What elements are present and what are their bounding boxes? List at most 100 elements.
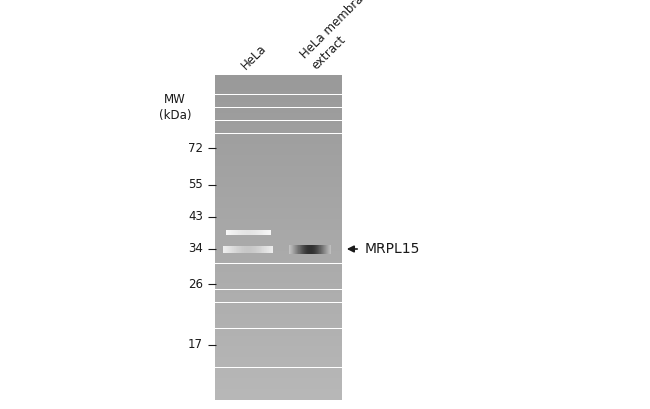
Bar (215, 323, 342, 324)
Bar (215, 226, 342, 227)
Bar (215, 97, 342, 98)
Bar (215, 125, 342, 126)
Bar (215, 269, 342, 270)
Bar (215, 278, 342, 279)
Bar (215, 325, 342, 326)
Bar (215, 209, 342, 210)
Bar (215, 110, 342, 111)
Bar (215, 152, 342, 153)
Bar (215, 93, 342, 94)
Bar (215, 94, 342, 96)
Bar (215, 191, 342, 192)
Bar (215, 190, 342, 191)
Bar (215, 396, 342, 397)
Bar (215, 83, 342, 84)
Bar (215, 187, 342, 188)
Bar (215, 365, 342, 366)
Bar (215, 135, 342, 136)
Bar (215, 336, 342, 337)
Bar (215, 377, 342, 378)
Bar (215, 196, 342, 198)
Bar (215, 282, 342, 283)
Bar (215, 375, 342, 376)
Text: 43: 43 (188, 211, 203, 223)
Bar (215, 207, 342, 208)
Bar (215, 311, 342, 312)
Text: 55: 55 (188, 178, 203, 191)
Bar (215, 321, 342, 322)
Bar (215, 360, 342, 361)
Bar (215, 374, 342, 375)
Bar (215, 115, 342, 116)
Bar (215, 101, 342, 102)
Bar (215, 162, 342, 163)
Bar (215, 319, 342, 320)
Bar (215, 163, 342, 164)
Bar (215, 271, 342, 272)
Bar (215, 204, 342, 205)
Bar (215, 350, 342, 351)
Bar (215, 75, 342, 76)
Bar (215, 328, 342, 330)
Bar (215, 270, 342, 271)
Bar (215, 178, 342, 179)
Bar (215, 369, 342, 370)
Bar (215, 155, 342, 156)
Bar (215, 205, 342, 206)
Bar (215, 201, 342, 202)
Bar (215, 102, 342, 103)
Bar (215, 133, 342, 135)
Bar (215, 189, 342, 190)
Bar (215, 349, 342, 350)
Bar (215, 220, 342, 221)
Bar (215, 371, 342, 372)
Bar (215, 193, 342, 194)
Bar (215, 382, 342, 383)
Bar (215, 345, 342, 346)
Bar (215, 297, 342, 298)
Bar (215, 334, 342, 335)
Bar (215, 126, 342, 127)
Bar (215, 339, 342, 340)
Bar (215, 160, 342, 161)
Bar (215, 232, 342, 233)
Bar (215, 266, 342, 267)
Bar (215, 310, 342, 311)
Bar (215, 206, 342, 207)
Bar (215, 180, 342, 181)
Bar (215, 85, 342, 86)
Bar (215, 208, 342, 209)
Bar (215, 146, 342, 148)
Bar (215, 290, 342, 292)
Bar (215, 218, 342, 219)
Bar (215, 164, 342, 165)
Bar (215, 272, 342, 273)
Bar (215, 151, 342, 152)
Bar (215, 315, 342, 317)
Bar (215, 364, 342, 365)
Bar (215, 391, 342, 392)
Bar (215, 244, 342, 245)
Bar (215, 231, 342, 232)
Bar (215, 398, 342, 399)
Bar (215, 76, 342, 77)
Bar (215, 81, 342, 83)
Bar (215, 229, 342, 230)
Bar (215, 280, 342, 281)
Bar (215, 161, 342, 162)
Bar (215, 92, 342, 93)
Bar (215, 182, 342, 183)
Bar (215, 395, 342, 396)
Bar (215, 219, 342, 220)
Bar (215, 281, 342, 282)
Bar (215, 312, 342, 313)
Bar (215, 285, 342, 286)
Bar (215, 86, 342, 87)
Bar (215, 362, 342, 363)
Bar (215, 89, 342, 90)
Text: 26: 26 (188, 277, 203, 290)
Bar (215, 184, 342, 186)
Bar (215, 301, 342, 303)
Bar (215, 385, 342, 386)
Bar (215, 386, 342, 387)
